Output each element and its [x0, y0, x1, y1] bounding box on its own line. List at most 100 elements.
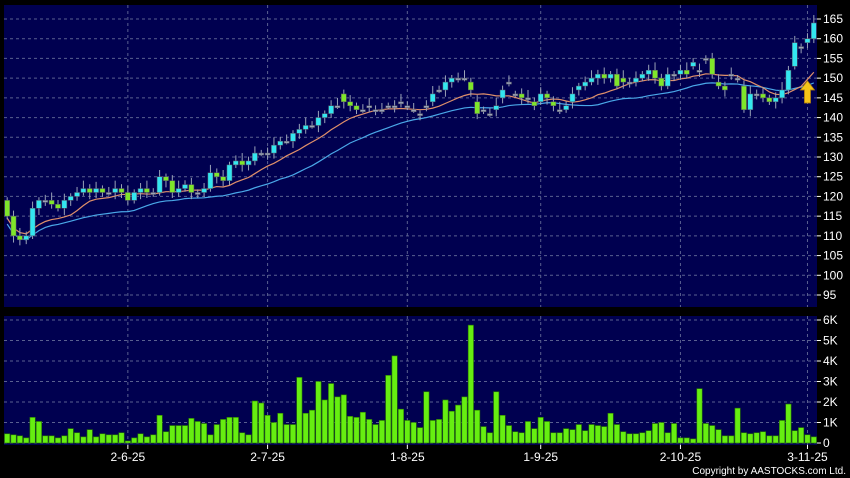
volume-bar [74, 432, 81, 444]
candle [633, 71, 639, 87]
candle [658, 73, 665, 91]
volume-bar [359, 411, 366, 444]
volume-bar [779, 420, 786, 444]
candle-body [42, 200, 49, 203]
candle [677, 64, 684, 80]
volume-bar [55, 437, 61, 444]
candle-body [10, 215, 17, 237]
candle [772, 92, 779, 109]
volume-bar [385, 375, 392, 444]
candle-body [150, 192, 157, 195]
volume-bar [353, 417, 360, 444]
volume-bar [633, 433, 639, 444]
candle-body [722, 85, 728, 91]
candle [239, 153, 245, 172]
candle [576, 82, 582, 96]
volume-bar [728, 435, 735, 444]
volume-bar [804, 434, 811, 444]
volume-bar [702, 423, 709, 444]
candle [556, 101, 563, 115]
candle-body [506, 81, 512, 85]
candle [811, 15, 817, 44]
candle [150, 188, 157, 197]
candle [652, 62, 658, 84]
volume-bar [67, 428, 74, 444]
candle [93, 181, 99, 199]
candle-body [734, 77, 741, 81]
candle-body [626, 81, 633, 85]
candle [118, 184, 125, 199]
candle [125, 185, 131, 205]
volume-bar [48, 435, 55, 444]
candle-body [436, 89, 442, 93]
candle [474, 95, 480, 120]
volume-bar [417, 427, 424, 444]
candle [201, 183, 207, 197]
price-tick-label: 95 [823, 288, 837, 302]
price-tick-label: 145 [823, 91, 843, 105]
date-axis: 2-6-25 2-7-25 1-8-25 1-9-25 2-10-25 3-11-25 [111, 445, 828, 464]
candle-body [582, 81, 588, 87]
candle [391, 100, 398, 113]
candle-body [245, 160, 252, 166]
volume-bar [772, 435, 779, 444]
candle [506, 75, 512, 87]
volume-tick-label: 6K [823, 313, 838, 327]
volume-bar [80, 436, 87, 444]
candle-body [379, 109, 385, 112]
volume-bar [747, 433, 754, 444]
candle [512, 90, 519, 98]
candle-body [175, 188, 182, 193]
volume-bar [105, 434, 112, 444]
candle-body [36, 200, 42, 209]
volume-bar [162, 431, 169, 444]
candle-body [487, 113, 493, 116]
candle [74, 186, 80, 201]
candle-body [728, 73, 735, 77]
candle [4, 197, 10, 220]
candle [696, 63, 703, 77]
date-tick-label: 3-11-25 [787, 450, 828, 464]
candle-body [410, 109, 417, 112]
candle-body [93, 188, 99, 193]
candle-body [423, 105, 430, 108]
candle-body [531, 101, 538, 106]
volume-bar [378, 420, 385, 444]
volume-bar [664, 432, 671, 444]
volume-bar [601, 426, 608, 444]
candle [493, 97, 500, 117]
candle-body [417, 113, 423, 116]
candle-body [696, 70, 703, 73]
candle-body [226, 164, 233, 181]
volume-bar [760, 431, 766, 444]
volume-bar [486, 432, 493, 444]
candle [309, 121, 315, 129]
candle-body [798, 46, 804, 49]
date-tick-label: 2-6-25 [111, 450, 146, 464]
volume-bar [658, 422, 665, 444]
candle [766, 94, 773, 105]
volume-bar [29, 417, 36, 444]
candle-body [448, 77, 455, 83]
volume-tick-label: 1K [823, 416, 838, 430]
candle [271, 137, 277, 159]
volume-bar [683, 437, 690, 444]
candle [61, 193, 68, 215]
volume-bar [194, 421, 201, 444]
candle-body [213, 172, 220, 177]
candle-body [315, 117, 322, 126]
volume-bar [220, 419, 227, 444]
candle-body [17, 235, 23, 241]
candle-body [385, 105, 392, 108]
volume-bar [467, 324, 474, 444]
candle [194, 189, 201, 199]
volume-bar [721, 435, 728, 444]
candle-body [302, 125, 309, 130]
candle-body [207, 172, 214, 189]
volume-tick-label: 2K [823, 395, 838, 409]
candle-body [563, 105, 569, 110]
candle [163, 173, 169, 188]
volume-bar [461, 396, 468, 444]
date-tick-label: 2-7-25 [250, 450, 285, 464]
candle-body [499, 89, 506, 99]
